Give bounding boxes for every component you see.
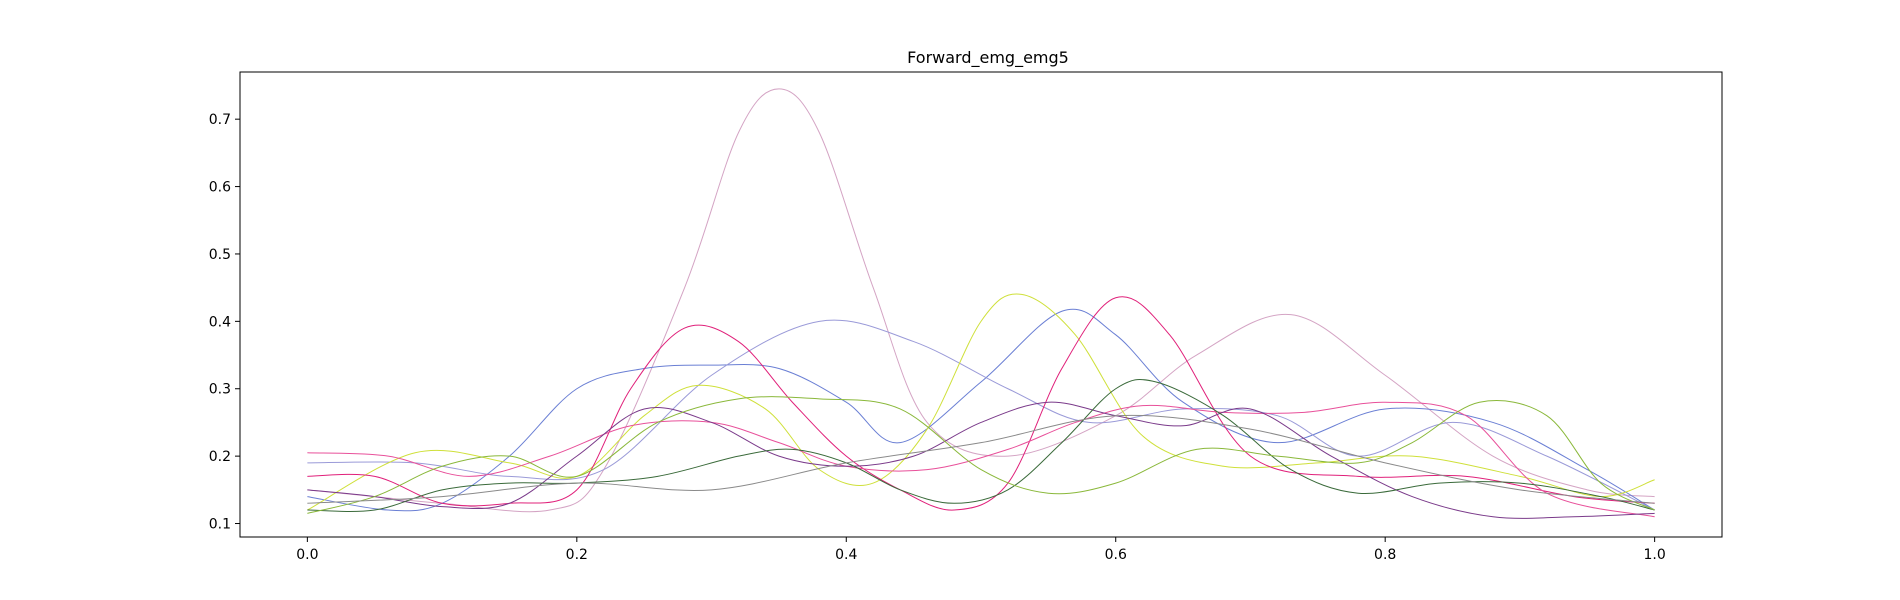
series-line-5 (307, 296, 1655, 511)
x-tick-label: 1.0 (1644, 547, 1666, 563)
y-axis: 0.1 0.2 0.3 0.4 0.5 0.6 0.7 (209, 112, 240, 533)
x-tick-label: 0.8 (1374, 547, 1396, 563)
x-axis: 0.0 0.2 0.4 0.6 0.8 1.0 (296, 537, 1666, 563)
plot-area (239, 71, 1723, 538)
chart-title: Forward_emg_emg5 (907, 48, 1069, 68)
series-line-2 (307, 308, 1655, 512)
x-tick-label: 0.2 (566, 547, 588, 563)
series-line-7 (307, 401, 1655, 519)
y-tick-label: 0.2 (209, 449, 231, 465)
x-tick-label: 0.4 (835, 547, 857, 563)
series-line-10 (307, 414, 1655, 504)
y-tick-label: 0.3 (209, 382, 231, 398)
plot-frame (239, 71, 1723, 538)
series-line-6 (307, 401, 1655, 518)
series-line-3 (307, 319, 1655, 511)
y-tick-label: 0.1 (209, 517, 231, 533)
x-tick-label: 0.0 (296, 547, 318, 563)
series-line-8 (307, 378, 1655, 513)
y-tick-label: 0.6 (209, 180, 231, 196)
series-line-9 (307, 396, 1655, 514)
series-line-1 (307, 88, 1655, 513)
x-tick-label: 0.6 (1105, 547, 1127, 563)
y-tick-label: 0.7 (209, 112, 231, 128)
y-tick-label: 0.5 (209, 247, 231, 263)
y-tick-label: 0.4 (209, 314, 231, 330)
